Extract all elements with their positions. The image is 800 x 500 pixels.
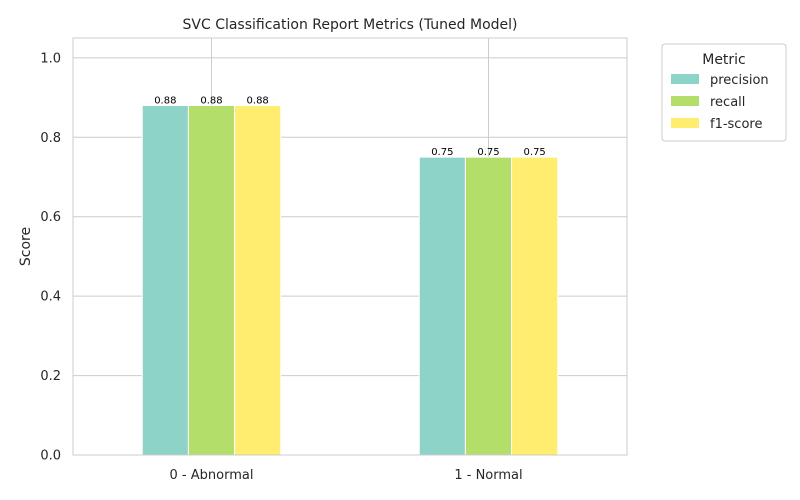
legend-label-precision: precision (710, 73, 769, 88)
y-tick-label: 0.8 (40, 131, 61, 146)
data-label: 0.75 (431, 147, 453, 158)
bars (141, 105, 559, 456)
plot-frame (72, 37, 628, 456)
bar-f1-score-0 (234, 105, 282, 456)
legend-swatch-f1-score (671, 118, 699, 128)
y-tick-label: 0.6 (40, 210, 61, 225)
y-tick-label: 0.0 (40, 449, 61, 464)
x-tick-label: 0 - Abnormal (170, 468, 254, 483)
legend-label-recall: recall (710, 95, 745, 110)
data-label: 0.88 (200, 96, 222, 107)
legend-label-f1-score: f1-score (710, 117, 762, 132)
legend-swatch-recall (671, 96, 699, 106)
x-tick-label: 1 - Normal (454, 468, 522, 483)
chart-title: SVC Classification Report Metrics (Tuned… (183, 17, 518, 33)
legend-title: Metric (702, 52, 746, 68)
y-tick-label: 0.2 (40, 369, 61, 384)
y-tick-label: 1.0 (40, 51, 61, 66)
data-labels: 0.88 0.88 0.88 0.75 0.75 0.75 (154, 96, 546, 159)
y-tick-label: 0.4 (40, 290, 61, 305)
y-axis-ticks: 0.0 0.2 0.4 0.6 0.8 1.0 (40, 51, 61, 463)
legend-swatch-precision (671, 74, 699, 84)
data-label: 0.75 (524, 147, 546, 158)
legend-frame (661, 43, 787, 142)
bar-precision-0 (141, 105, 189, 456)
bar-precision-1 (418, 156, 466, 456)
legend: Metric precision recall f1-score (661, 43, 787, 142)
bar-recall-1 (464, 156, 513, 456)
bar-f1-score-1 (511, 156, 559, 456)
data-label: 0.75 (477, 147, 499, 158)
data-label: 0.88 (247, 96, 269, 107)
x-axis-ticks: 0 - Abnormal 1 - Normal (170, 468, 523, 483)
y-axis-label: Score (18, 227, 34, 266)
legend-items: precision recall f1-score (671, 73, 769, 132)
bar-recall-0 (187, 105, 236, 456)
data-label: 0.88 (154, 96, 176, 107)
